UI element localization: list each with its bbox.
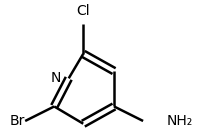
Text: Cl: Cl	[76, 4, 90, 18]
Text: N: N	[51, 71, 62, 85]
Text: Br: Br	[10, 114, 25, 128]
Text: NH₂: NH₂	[167, 114, 193, 128]
